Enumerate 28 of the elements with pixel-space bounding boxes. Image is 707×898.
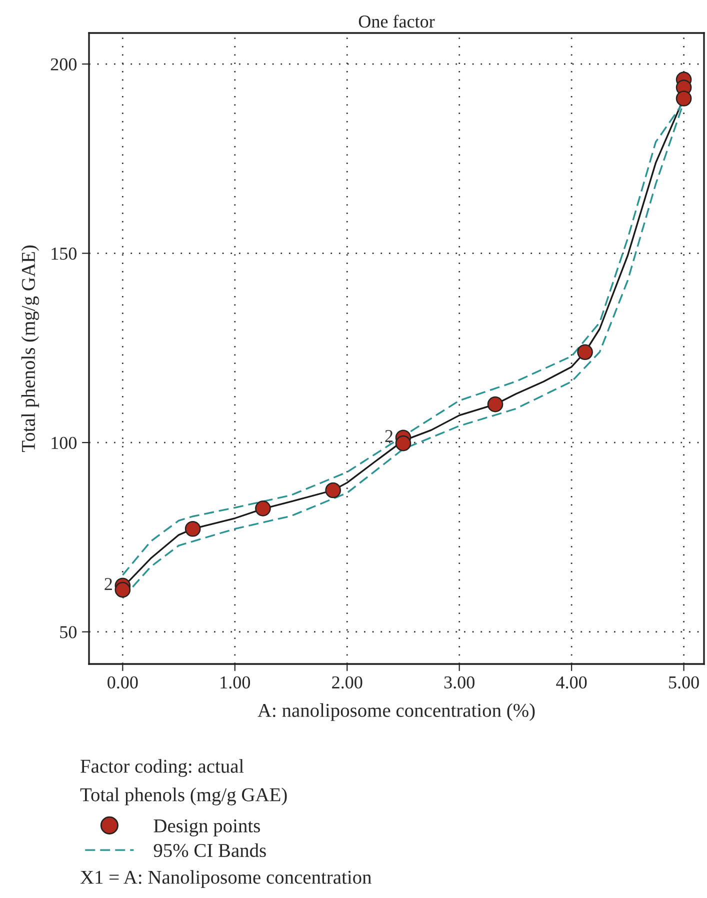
text: Factor coding: actual [80, 759, 244, 777]
y-tick-label: 200 [50, 58, 77, 70]
y-tick-label: 50 [60, 626, 77, 638]
point [255, 500, 271, 516]
point [487, 396, 504, 412]
point [184, 520, 201, 537]
point [676, 90, 692, 106]
legend-label: Design points [154, 819, 260, 836]
y-tick-label: 150 [52, 248, 77, 260]
y-tick-label: 100 [52, 436, 77, 450]
point [114, 582, 131, 598]
y-axis-title: Total phenols (mg/g GAE) [21, 246, 39, 452]
point [395, 435, 412, 452]
text: X1 = A: Nanoliposome concentration [80, 870, 372, 888]
chart-title: One factor [358, 14, 435, 28]
point [577, 344, 593, 360]
x-tick-label: 4.00 [556, 676, 587, 689]
x-tick-label: 3.00 [444, 676, 474, 689]
point [325, 482, 341, 498]
x-tick-label: 1.00 [220, 676, 250, 689]
annotation: 2 [104, 578, 112, 590]
text: Total phenols (mg/g GAE) [80, 788, 287, 806]
legend-label: 95% CI Bands [154, 843, 266, 858]
annotation: 2 [385, 430, 393, 442]
x-tick-label: 2.00 [332, 676, 362, 689]
x-tick-label: 0.00 [108, 676, 138, 689]
x-axis-title: A: nanoliposome concentration (%) [258, 703, 535, 721]
x-tick-label: 5.00 [669, 676, 699, 689]
